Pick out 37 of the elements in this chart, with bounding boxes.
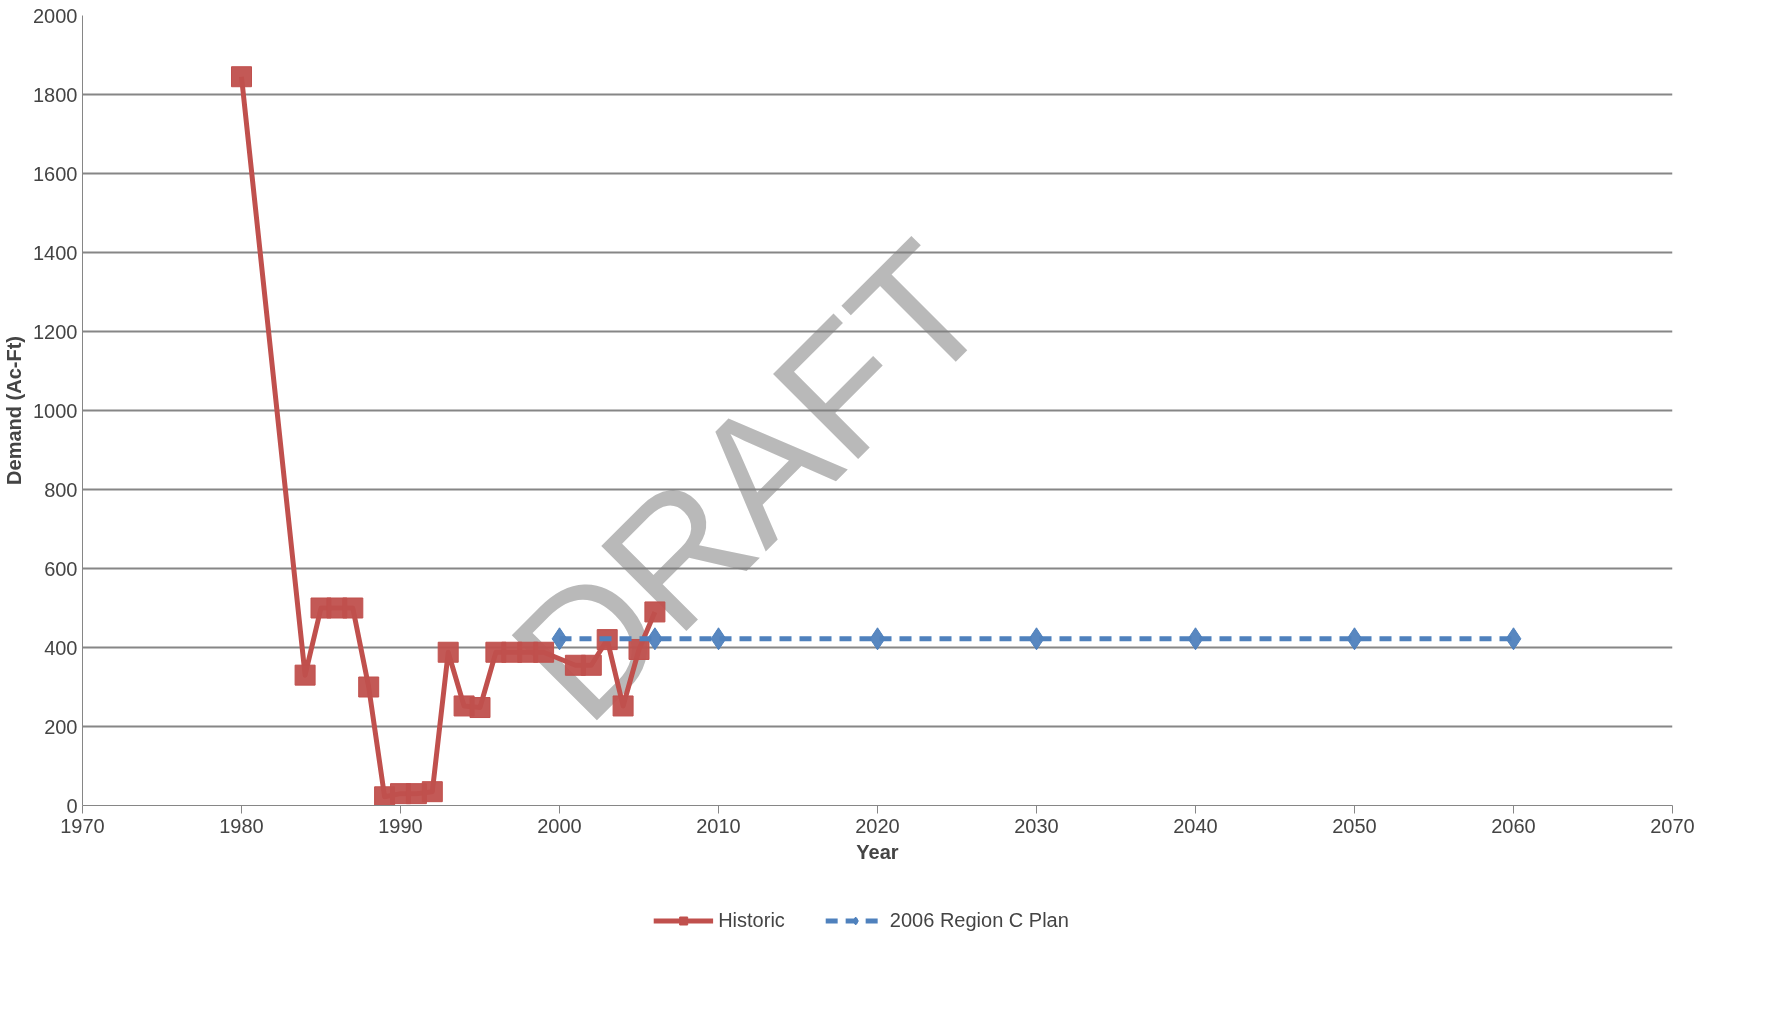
- x-tick-label: 1970: [60, 814, 105, 837]
- y-tick-label: 400: [44, 636, 78, 659]
- point: [469, 697, 491, 719]
- x-tick-label: 2070: [1650, 814, 1695, 837]
- x-tick-label: 2040: [1173, 814, 1218, 837]
- x-tick-label: 2050: [1332, 814, 1377, 837]
- x-tick-label: 2000: [537, 814, 582, 837]
- y-tick-label: 1600: [33, 162, 78, 185]
- point: [437, 641, 459, 663]
- x-tick-label: 1990: [378, 814, 423, 837]
- y-tick-label: 1400: [33, 241, 78, 264]
- point: [1187, 627, 1204, 651]
- legend-label: Historic: [718, 908, 785, 932]
- y-tick-label: 200: [44, 715, 78, 738]
- y-tick-label: 2000: [33, 4, 78, 27]
- point: [1346, 627, 1363, 651]
- x-tick-label: 2010: [696, 814, 741, 837]
- y-tick-label: 800: [44, 478, 78, 501]
- y-axis-title: Demand (Ac-Ft): [3, 336, 26, 485]
- point: [231, 66, 252, 88]
- point: [342, 597, 364, 619]
- y-tick-label: 1000: [33, 399, 78, 422]
- legend-label: 2006 Region C Plan: [889, 908, 1069, 932]
- x-axis-title: Year: [856, 840, 899, 863]
- point: [294, 664, 316, 686]
- point: [421, 781, 443, 803]
- point: [1028, 627, 1045, 651]
- point: [1505, 627, 1522, 651]
- x-tick-label: 2020: [855, 814, 900, 837]
- point: [358, 676, 380, 698]
- y-tick-label: 1800: [33, 83, 78, 106]
- x-tick-label: 1980: [219, 814, 264, 837]
- y-tick-label: 1200: [33, 320, 78, 343]
- y-tick-label: 600: [44, 557, 78, 580]
- y-tick-label: 0: [66, 794, 78, 817]
- x-tick-label: 2030: [1014, 814, 1059, 837]
- x-tick-label: 2060: [1491, 814, 1536, 837]
